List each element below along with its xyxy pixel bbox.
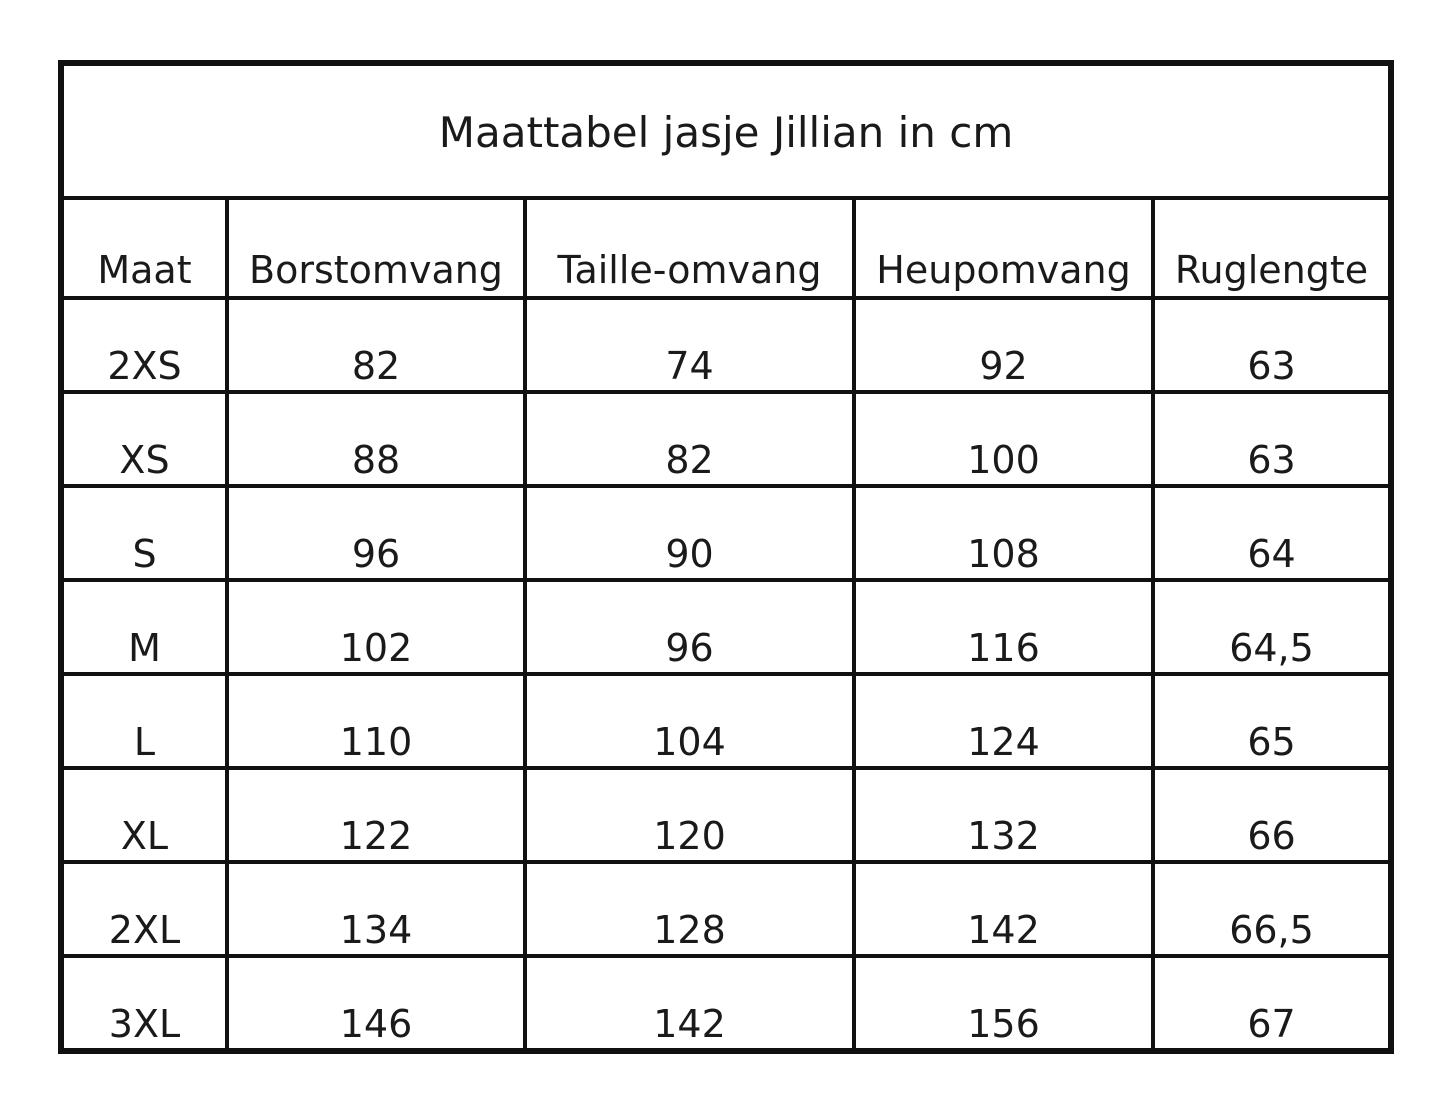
cell-heupomvang: 116 xyxy=(852,578,1155,676)
column-header-maat: Maat xyxy=(59,196,229,300)
cell-ruglengte: 66 xyxy=(1151,766,1393,864)
cell-maat: 2XL xyxy=(59,860,229,958)
cell-borstomvang: 102 xyxy=(225,578,527,676)
cell-ruglengte: 67 xyxy=(1151,954,1393,1053)
title-row: Maattabel jasje Jillian in cm xyxy=(59,61,1393,200)
cell-borstomvang: 134 xyxy=(225,860,527,958)
cell-heupomvang: 132 xyxy=(852,766,1155,864)
cell-taille-omvang: 120 xyxy=(523,766,856,864)
table-row: L 110 104 124 65 xyxy=(59,672,1393,770)
cell-borstomvang: 122 xyxy=(225,766,527,864)
cell-taille-omvang: 82 xyxy=(523,390,856,488)
table-row: XL 122 120 132 66 xyxy=(59,766,1393,864)
table-row: 2XS 82 74 92 63 xyxy=(59,296,1393,394)
cell-maat: S xyxy=(59,484,229,582)
cell-heupomvang: 142 xyxy=(852,860,1155,958)
cell-taille-omvang: 74 xyxy=(523,296,856,394)
cell-heupomvang: 108 xyxy=(852,484,1155,582)
cell-heupomvang: 124 xyxy=(852,672,1155,770)
cell-maat: 3XL xyxy=(59,954,229,1053)
cell-borstomvang: 146 xyxy=(225,954,527,1053)
cell-heupomvang: 156 xyxy=(852,954,1155,1053)
header-row: Maat Borstomvang Taille-omvang Heupomvan… xyxy=(59,196,1393,300)
column-header-heupomvang: Heupomvang xyxy=(852,196,1155,300)
cell-borstomvang: 88 xyxy=(225,390,527,488)
cell-taille-omvang: 104 xyxy=(523,672,856,770)
cell-taille-omvang: 142 xyxy=(523,954,856,1053)
column-header-borstomvang: Borstomvang xyxy=(225,196,527,300)
table-row: 3XL 146 142 156 67 xyxy=(59,954,1393,1053)
table-row: 2XL 134 128 142 66,5 xyxy=(59,860,1393,958)
cell-maat: XL xyxy=(59,766,229,864)
cell-taille-omvang: 128 xyxy=(523,860,856,958)
cell-heupomvang: 100 xyxy=(852,390,1155,488)
table-title: Maattabel jasje Jillian in cm xyxy=(59,61,1393,200)
cell-borstomvang: 82 xyxy=(225,296,527,394)
table-row: XS 88 82 100 63 xyxy=(59,390,1393,488)
cell-borstomvang: 96 xyxy=(225,484,527,582)
cell-taille-omvang: 90 xyxy=(523,484,856,582)
cell-maat: 2XS xyxy=(59,296,229,394)
cell-ruglengte: 66,5 xyxy=(1151,860,1393,958)
cell-maat: XS xyxy=(59,390,229,488)
cell-borstomvang: 110 xyxy=(225,672,527,770)
size-chart-table: Maattabel jasje Jillian in cm Maat Borst… xyxy=(58,60,1394,1054)
cell-ruglengte: 64,5 xyxy=(1151,578,1393,676)
cell-ruglengte: 63 xyxy=(1151,296,1393,394)
cell-heupomvang: 92 xyxy=(852,296,1155,394)
column-header-taille-omvang: Taille-omvang xyxy=(523,196,856,300)
cell-ruglengte: 65 xyxy=(1151,672,1393,770)
table-row: S 96 90 108 64 xyxy=(59,484,1393,582)
cell-ruglengte: 63 xyxy=(1151,390,1393,488)
cell-maat: L xyxy=(59,672,229,770)
table-row: M 102 96 116 64,5 xyxy=(59,578,1393,676)
column-header-ruglengte: Ruglengte xyxy=(1151,196,1393,300)
cell-maat: M xyxy=(59,578,229,676)
cell-taille-omvang: 96 xyxy=(523,578,856,676)
cell-ruglengte: 64 xyxy=(1151,484,1393,582)
